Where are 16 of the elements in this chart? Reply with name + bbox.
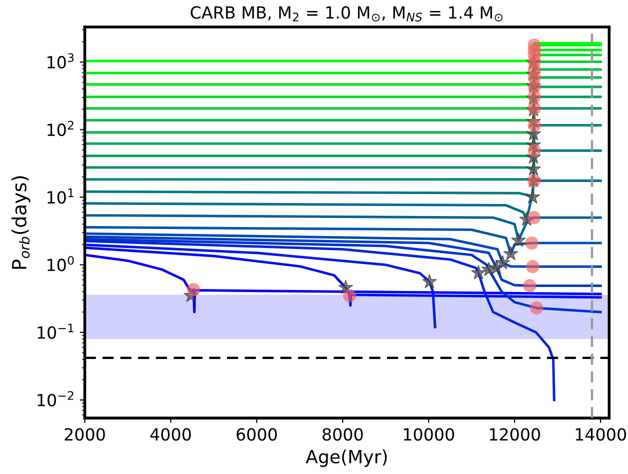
y-tick-label: 10$^{3}$ bbox=[48, 53, 74, 69]
x-tick-label: 14000 bbox=[576, 428, 626, 441]
y-tick-label: 10$^{2}$ bbox=[48, 120, 74, 136]
x-tick-label: 2000 bbox=[64, 428, 105, 441]
chart-title: CARB MB, M$_{2}$ = 1.0 M$_{⊙}$, M$_{NS}$ = 1.4 M$_{⊙}$ bbox=[190, 6, 502, 22]
x-tick-label: 8000 bbox=[322, 428, 363, 441]
y-tick-label: 10$^{−1}$ bbox=[38, 324, 74, 339]
x-axis-title: Age(Myr) bbox=[306, 449, 387, 467]
y-tick-label: 10$^{1}$ bbox=[48, 188, 74, 204]
x-tick-label: 4000 bbox=[150, 428, 191, 441]
y-tick-label: 10$^{−2}$ bbox=[38, 391, 74, 406]
x-tick-label: 10000 bbox=[404, 428, 454, 441]
x-tick-label: 12000 bbox=[490, 428, 540, 441]
x-tick-label: 6000 bbox=[236, 428, 277, 441]
y-tick-label: 10$^{0}$ bbox=[48, 256, 74, 272]
y-axis-title: P$_{orb}$(days) bbox=[11, 176, 30, 269]
